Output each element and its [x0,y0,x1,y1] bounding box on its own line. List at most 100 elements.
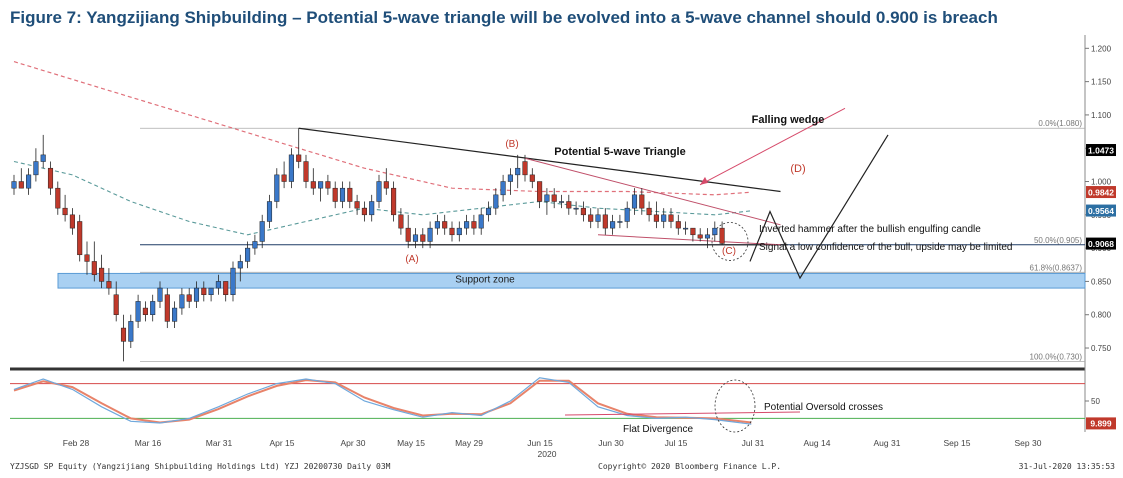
candle-body [639,194,645,209]
candle-body [391,187,397,216]
ma-slow-line [13,61,752,196]
osc-d-line [13,379,752,424]
fib-level-label: 61.8%(0.8637) [1030,263,1083,272]
candle-body [230,267,236,295]
oscillator-panel: 50 9.899 Potential Oversold crosses Flat Di… [10,377,1116,435]
candle-body [383,181,389,189]
time-tick-label: Aug 14 [804,438,831,448]
candle-body [471,221,477,229]
wave-b-label: (B) [505,139,518,150]
price-tick-label: 0.750 [1091,344,1112,353]
price-badge-label: 0.9842 [1088,188,1114,198]
candle-body [281,174,287,182]
time-tick-label: Jun 15 [527,438,553,448]
candle-body [223,281,229,295]
candle-body [164,294,170,322]
candle-body [84,254,90,262]
price-tick-label: 1.150 [1091,78,1112,87]
candle-body [142,307,148,315]
candle-body [259,221,265,242]
time-tick-label: Apr 15 [269,438,294,448]
price-badge-label: 0.9068 [1088,239,1114,249]
candle-body [215,281,221,289]
support-zone-band [57,272,1086,289]
candle-body [18,181,24,189]
time-tick-label: Jul 15 [665,438,688,448]
candle-body [573,207,579,210]
candle-body [624,207,630,222]
footer-right: 31-Jul-2020 13:35:53 [1018,462,1115,471]
candle-body [405,227,411,242]
wave-a-label: (A) [405,254,418,265]
price-badge [1086,144,1116,157]
fib-level-label: 0.0%(1.080) [1038,119,1082,128]
candle-body [580,207,586,216]
candlesticks [11,128,725,362]
candle-body [186,294,192,302]
wedge-lower-line [597,234,781,246]
price-tick-label: 1.100 [1091,111,1112,120]
candle-body [62,207,68,216]
candle-body [347,187,353,202]
candle-body [653,214,659,222]
candle-body [617,221,623,223]
support-zone-label: Support zone [455,274,515,285]
candle-body [208,287,214,295]
candle-body [376,181,382,202]
candle-body [361,207,367,216]
candle-body [157,287,163,302]
candle-body [697,234,703,239]
price-badge-label: 0.9564 [1088,206,1114,216]
candle-body [595,214,601,222]
candle-body [610,221,616,229]
candle-body [537,181,543,202]
candle-body [434,221,440,229]
falling-wedge-label: Falling wedge [752,114,825,126]
footer-center: Copyright© 2020 Bloomberg Finance L.P. [598,462,782,471]
footer-left: YZJSGD SP Equity (Yangzijiang Shipbuildi… [10,462,391,471]
triangle-label: Potential 5-wave Triangle [554,146,685,158]
candle-body [288,154,294,182]
candle-body [332,187,338,202]
candle-body [719,227,725,244]
candle-body [493,194,499,209]
support-zone: Support zone [57,272,1086,289]
candle-body [120,327,127,342]
wedge-upper-line [524,157,781,226]
candle-body [106,281,112,289]
hammer-note-line-2: Signal a low confidence of the bull, ups… [759,242,1012,253]
wave-d-label: (D) [790,163,805,175]
candle-body [266,201,273,222]
candle-body [318,181,324,189]
candle-body [507,174,513,182]
candle-body [551,194,557,202]
triangle-upper-line [298,127,781,193]
candle-body [274,174,280,202]
candle-body [325,181,331,189]
time-tick-label: Apr 30 [340,438,365,448]
candle-body [47,167,54,189]
time-axis: Feb 28 Mar 16 Mar 31 Apr 15 Apr 30 May 15 May … [63,438,1042,459]
annotations: Falling wedge Potential 5-wave Triangle (A… [405,114,1012,265]
wedge-arrow-head [700,176,708,185]
candle-body [303,161,309,182]
price-tick-label: 1.000 [1091,178,1112,187]
candle-body [113,294,119,315]
candle-body [442,221,448,229]
candle-body [456,227,462,236]
fib-level-label: 100.0%(0.730) [1030,352,1083,361]
candle-body [354,201,360,209]
candle-body [631,194,638,209]
candle-body [675,221,681,229]
candle-body [310,181,316,189]
candle-body [369,201,375,216]
price-badge [1086,186,1116,199]
candle-body [449,227,455,236]
time-tick-label: Jun 30 [598,438,624,448]
time-tick-label: May 29 [455,438,483,448]
osc-badge-label: 9.899 [1090,418,1112,428]
candle-body [99,267,105,282]
candle-body [172,307,178,322]
candle-body [252,241,258,249]
